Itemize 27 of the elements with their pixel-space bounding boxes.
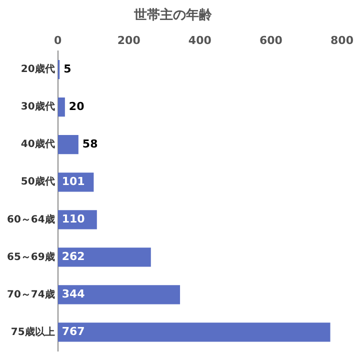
data-label: 58 (82, 137, 98, 150)
x-tick-label: 0 (54, 34, 62, 48)
data-label: 262 (62, 250, 85, 264)
y-tick-label: 30歳代 (20, 100, 55, 113)
y-tick-label: 70～74歳 (6, 288, 55, 300)
x-tick-label: 200 (117, 34, 141, 48)
chart-title: 世帯主の年齢 (133, 7, 213, 24)
y-tick-label: 50歳代 (20, 176, 55, 188)
bar (58, 135, 78, 154)
data-label: 20 (68, 100, 85, 113)
bar (58, 98, 65, 117)
y-tick-label: 40歳代 (20, 138, 55, 150)
y-tick-label: 65～69歳 (6, 250, 55, 263)
data-label: 101 (62, 174, 85, 188)
x-tick-label: 600 (259, 34, 283, 48)
bar (58, 248, 151, 267)
y-tick-label: 20歳代 (20, 63, 55, 76)
x-tick-label: 400 (188, 34, 212, 48)
y-tick-label: 75歳以上 (10, 326, 55, 338)
bar (58, 285, 180, 304)
bar (58, 322, 330, 342)
x-tick-label: 800 (330, 34, 354, 48)
data-label: 344 (62, 288, 86, 301)
data-label: 110 (62, 212, 86, 226)
data-label: 5 (64, 62, 72, 76)
y-tick-label: 60～64歳 (6, 213, 55, 226)
data-label: 767 (62, 325, 85, 338)
